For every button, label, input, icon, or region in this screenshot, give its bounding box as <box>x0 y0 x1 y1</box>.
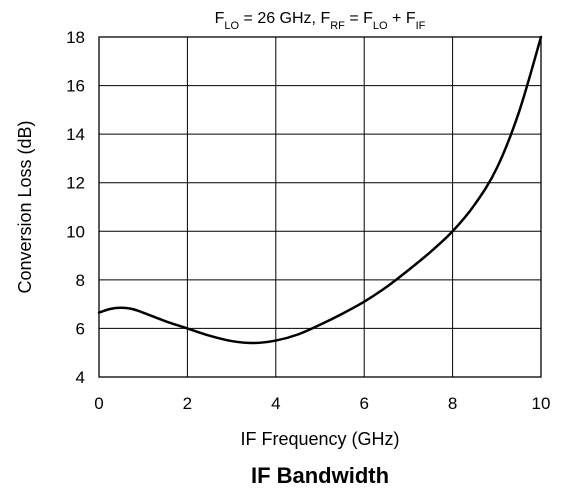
x-tick-label: 8 <box>448 394 457 413</box>
chart-title: FLO = 26 GHz, FRF = FLO + FIF <box>215 10 426 32</box>
y-tick-label: 12 <box>66 174 85 193</box>
x-tick-label: 6 <box>359 394 368 413</box>
x-axis-title: IF Frequency (GHz) <box>240 429 399 449</box>
x-tick-label: 2 <box>183 394 192 413</box>
y-tick-label: 18 <box>66 28 85 47</box>
x-tick-label: 0 <box>94 394 103 413</box>
y-tick-label: 6 <box>76 319 85 338</box>
y-tick-label: 14 <box>66 125 85 144</box>
y-tick-label: 16 <box>66 77 85 96</box>
conversion-loss-line <box>97 35 543 345</box>
plot-frame <box>98 36 542 378</box>
y-axis-title: Conversion Loss (dB) <box>15 120 35 293</box>
x-tick-label: 10 <box>532 394 551 413</box>
y-tick-labels: 4 6 8 10 12 14 16 18 <box>66 28 85 387</box>
series-layer <box>97 35 543 345</box>
y-tick-label: 10 <box>66 222 85 241</box>
y-tick-label: 8 <box>76 271 85 290</box>
chart-caption: IF Bandwidth <box>251 463 389 488</box>
x-tick-label: 4 <box>271 394 280 413</box>
x-tick-labels: 0 2 4 6 8 10 <box>94 394 550 413</box>
y-tick-label: 4 <box>76 368 85 387</box>
